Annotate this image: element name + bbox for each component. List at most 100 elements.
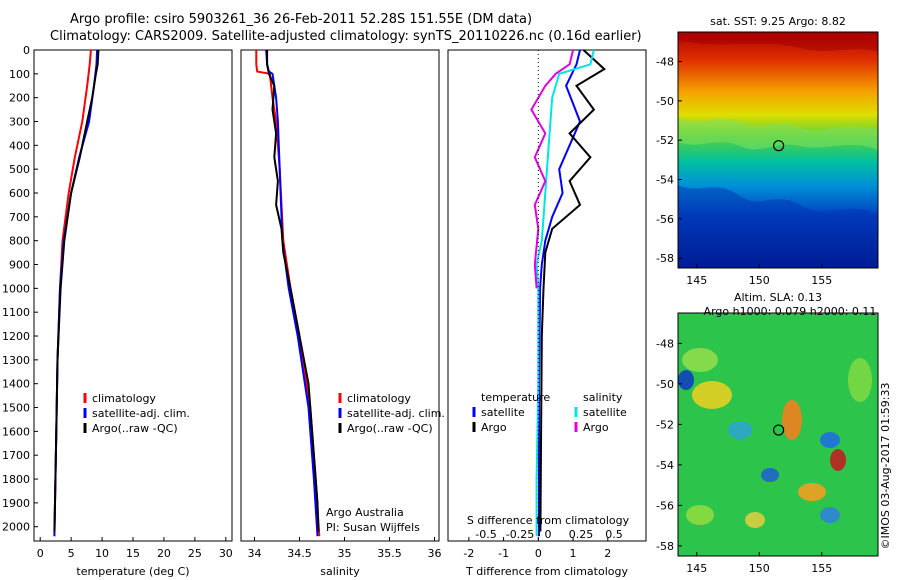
sla-blob	[686, 505, 714, 525]
map-y-tick-label: -58	[656, 252, 674, 265]
sla-blob	[798, 483, 826, 501]
sla-map-panel: Altim. SLA: 0.13 Argo h1000: 0.079 h2000…	[656, 291, 879, 575]
series-line-t-satellite	[538, 49, 582, 537]
x-tick-label: 25	[188, 547, 202, 560]
sla-blob	[682, 348, 718, 372]
y-tick-label: 400	[9, 139, 30, 152]
sst-field-background	[678, 32, 878, 268]
y-tick-label: 0	[23, 44, 30, 57]
sla-blob	[761, 468, 779, 482]
x-tick-label: -1	[498, 547, 509, 560]
x-tick-label: 5	[68, 547, 75, 560]
inner-axis-title: S difference from climatology	[467, 514, 630, 527]
chart-title-line-2: Climatology: CARS2009. Satellite-adjuste…	[50, 29, 642, 44]
series-line-s-satellite	[535, 49, 595, 537]
sst-warm-region	[678, 32, 878, 52]
x-tick-label: 0	[37, 547, 44, 560]
y-tick-label: 1400	[2, 378, 30, 391]
y-tick-label: 800	[9, 235, 30, 248]
map-y-tick-label: -58	[656, 540, 674, 553]
salinity-profile-plot: 34 34.5 35 35.5 36 salinity climatology satelli…	[248, 49, 445, 578]
x-axis-label: T difference from climatology	[465, 565, 628, 578]
legend-label: satellite	[583, 406, 627, 419]
sla-blob	[692, 381, 732, 409]
sla-map-subtitle: Argo h1000: 0.079 h2000: 0.11	[704, 305, 877, 318]
y-tick-label: 2000	[2, 521, 30, 534]
sla-blob	[782, 400, 802, 440]
y-tick-label: 300	[9, 116, 30, 129]
series-line-climatology	[255, 50, 321, 537]
salinity-x-tick-label: 0	[545, 528, 552, 541]
salinity-axes-frame	[240, 49, 440, 542]
x-tick-label: 2	[604, 547, 611, 560]
y-tick-label: 600	[9, 187, 30, 200]
map-y-tick-label: -48	[656, 337, 674, 350]
difference-axes-frame	[447, 49, 647, 542]
imos-credit: ©IMOS 03-Aug-2017 01:59:33	[879, 383, 892, 550]
x-tick-label: 0	[535, 547, 542, 560]
sst-map-title: sat. SST: 9.25 Argo: 8.82	[710, 15, 846, 28]
temperature-axes-frame	[33, 49, 233, 542]
map-x-tick-label: 150	[749, 562, 770, 575]
y-tick-label: 1500	[2, 402, 30, 415]
x-axis-label: temperature (deg C)	[76, 565, 189, 578]
y-tick-label: 200	[9, 92, 30, 105]
x-tick-label: 15	[126, 547, 140, 560]
series-line-s-argo	[530, 49, 575, 289]
y-tick-label: 1900	[2, 497, 30, 510]
legend-label: satellite-adj. clim.	[347, 407, 445, 420]
sla-blob	[728, 421, 752, 439]
map-y-tick-label: -52	[656, 134, 674, 147]
legend-label: satellite	[481, 406, 525, 419]
sla-blob	[848, 358, 872, 402]
legend-heading: temperature	[481, 391, 550, 404]
x-tick-label: -2	[463, 547, 474, 560]
annotation-text: PI: Susan Wijffels	[326, 521, 420, 534]
annotation-text: Argo Australia	[326, 506, 404, 519]
sla-map-frame	[677, 312, 879, 557]
y-tick-label: 1100	[2, 306, 30, 319]
map-y-tick-label: -54	[656, 174, 674, 187]
map-y-tick-label: -52	[656, 418, 674, 431]
salinity-x-tick-label: -0.5	[475, 528, 496, 541]
map-y-tick-label: -48	[656, 56, 674, 69]
map-x-tick-label: 150	[749, 274, 770, 287]
sla-map-title: Altim. SLA: 0.13	[734, 291, 822, 304]
y-tick-label: 1000	[2, 282, 30, 295]
sla-blob	[678, 370, 694, 390]
y-tick-label: 1200	[2, 330, 30, 343]
x-tick-label: 34.5	[287, 547, 312, 560]
map-x-tick-label: 155	[811, 562, 832, 575]
series-line-argo-raw-qc-	[266, 50, 320, 532]
y-tick-label: 1300	[2, 354, 30, 367]
sla-blob	[820, 432, 840, 448]
sla-blob	[830, 449, 846, 471]
legend-label: Argo(..raw -QC)	[347, 422, 433, 435]
sla-argo-position-marker	[773, 424, 785, 436]
legend-label: Argo	[481, 421, 507, 434]
x-tick-label: 35	[338, 547, 352, 560]
map-x-tick-label: 145	[686, 274, 707, 287]
map-y-tick-label: -50	[656, 378, 674, 391]
x-tick-label: 36	[428, 547, 442, 560]
x-tick-label: 20	[157, 547, 171, 560]
chart-title-line-1: Argo profile: csiro 5903261_36 26-Feb-20…	[70, 12, 533, 27]
difference-profile-plot: -2 -1 0 1 2 T difference from climatology S di…	[463, 49, 630, 578]
sst-map-panel: sat. SST: 9.25 Argo: 8.82 145 150 155 -48 -5…	[656, 15, 879, 288]
sst-map-ticks: 145 150 155 -48 -50 -52 -54 -56 -58	[656, 56, 832, 288]
series-line-argo-raw-qc-	[53, 49, 100, 532]
temperature-profile-plot: 0100200300400500600700800900100011001200…	[2, 44, 233, 578]
y-tick-label: 500	[9, 163, 30, 176]
salinity-x-tick-label: 0.5	[605, 528, 623, 541]
map-y-tick-label: -56	[656, 213, 674, 226]
salinity-x-tick-label: 0.25	[569, 528, 594, 541]
sst-cold-region	[678, 185, 878, 268]
series-line-t-argo	[539, 49, 606, 532]
y-tick-label: 700	[9, 211, 30, 224]
legend-label: satellite-adj. clim.	[92, 407, 190, 420]
x-tick-label: 35.5	[377, 547, 402, 560]
x-axis-label: salinity	[320, 565, 360, 578]
sla-map-ticks: 145 150 155 -48 -50 -52 -54 -56 -58	[656, 337, 832, 575]
x-tick-label: 30	[219, 547, 233, 560]
salinity-x-tick-label: -0.25	[506, 528, 534, 541]
